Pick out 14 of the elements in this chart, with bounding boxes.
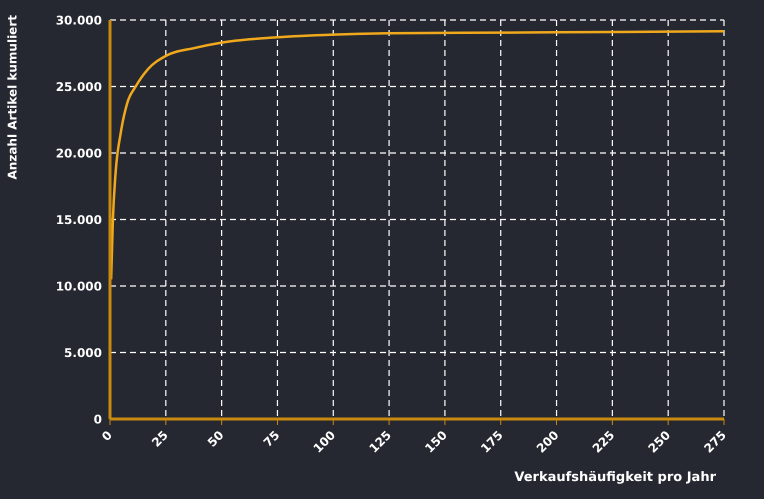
y-tick-label: 5.000 bbox=[64, 346, 102, 360]
y-tick-label: 25.000 bbox=[56, 80, 102, 94]
x-axis-title: Verkaufshäufigkeit pro Jahr bbox=[514, 470, 717, 485]
line-series bbox=[110, 30, 724, 281]
x-tick-label: 75 bbox=[260, 428, 282, 450]
y-tick-label: 30.000 bbox=[56, 13, 102, 28]
y-tick-label: 20.000 bbox=[56, 146, 102, 160]
y-tick-label: 10.000 bbox=[56, 279, 102, 294]
x-tick-label: 50 bbox=[204, 428, 227, 450]
y-tick-label: 0 bbox=[94, 412, 102, 426]
x-tick-label: 0 bbox=[99, 428, 115, 444]
y-tick-label: 15.000 bbox=[56, 212, 102, 227]
x-tick-label: 25 bbox=[149, 428, 171, 450]
y-axis-title: Anzahl Artikel kumuliert bbox=[5, 14, 20, 180]
